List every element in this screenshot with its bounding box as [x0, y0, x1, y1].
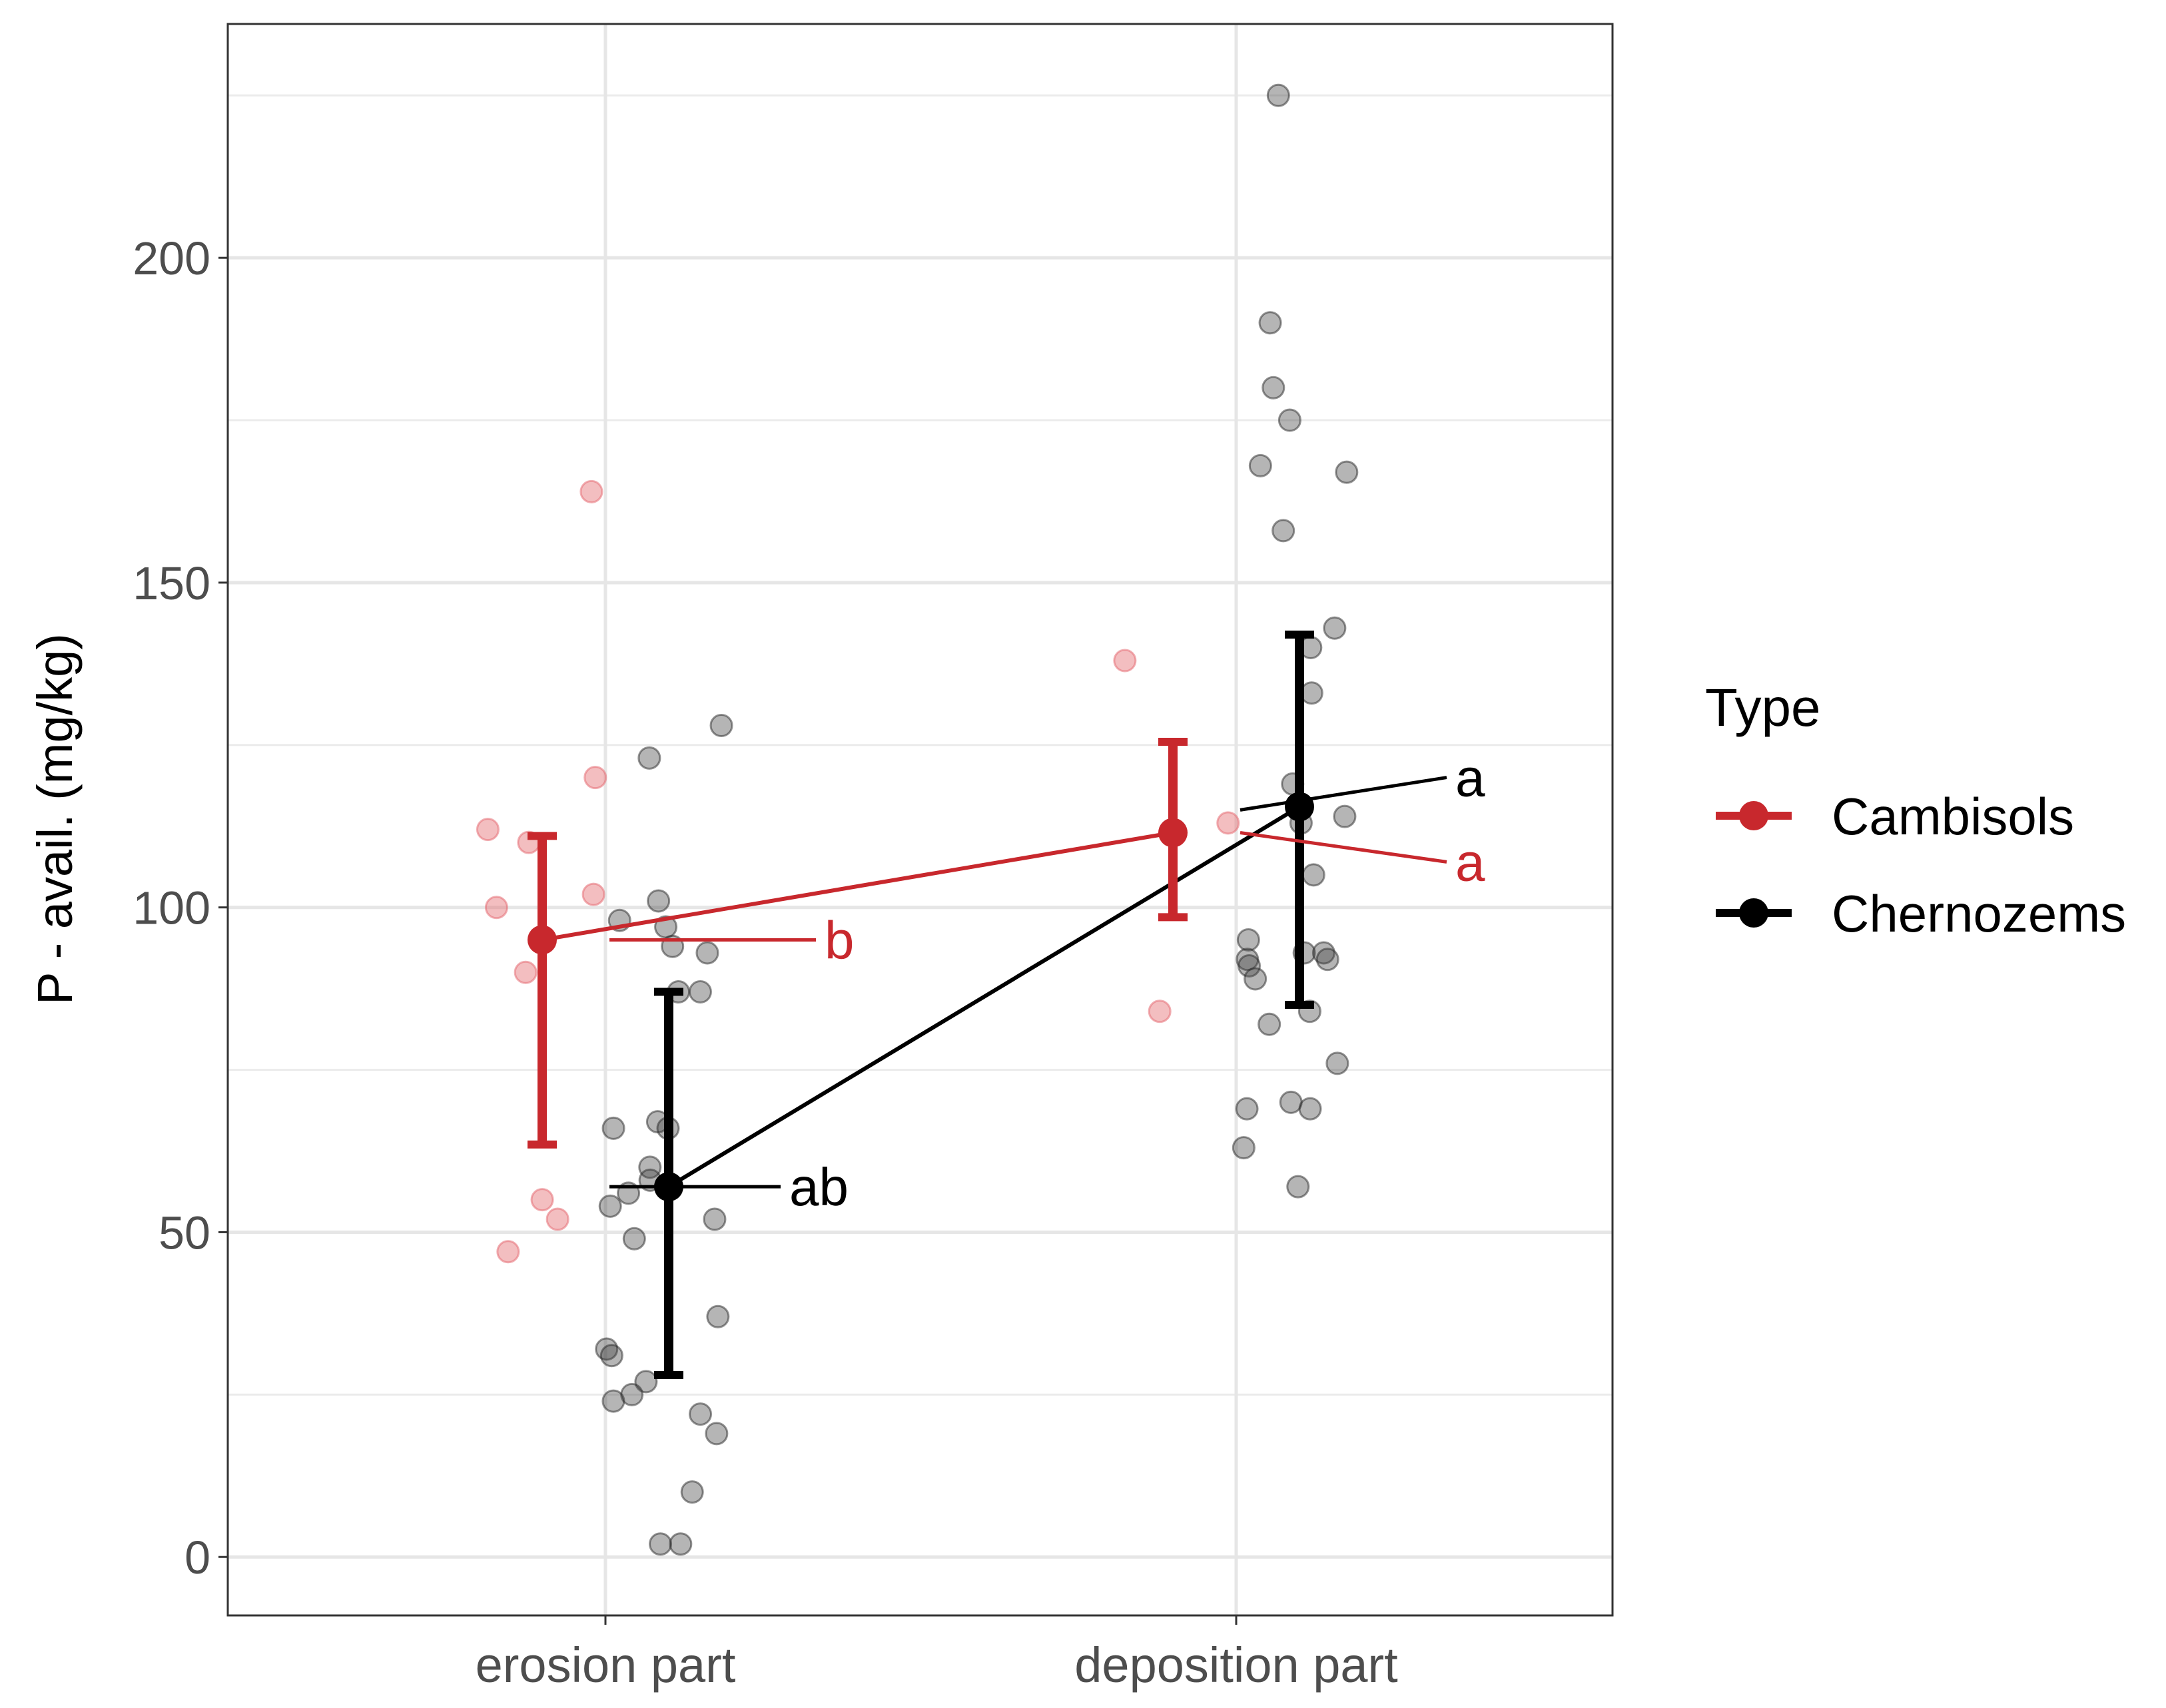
y-tick-label: 50 [159, 1207, 210, 1259]
raw-point [649, 1532, 673, 1556]
raw-point [545, 1207, 569, 1231]
mean-line [667, 804, 1301, 1189]
letter-leader-line [1240, 776, 1447, 812]
raw-point [1286, 1175, 1310, 1199]
mean-lines [542, 804, 1301, 1189]
mean-point [1158, 818, 1188, 848]
raw-point [1148, 999, 1172, 1023]
raw-point [1258, 1012, 1281, 1036]
raw-point [601, 1116, 625, 1140]
plot-border [226, 23, 1614, 1617]
legend-entry-label: Cambisols [1832, 787, 2074, 846]
raw-point [680, 1480, 704, 1504]
raw-point [703, 1207, 727, 1231]
raw-point [688, 980, 712, 1004]
mean-points [528, 792, 1314, 1202]
raw-point [1238, 954, 1262, 978]
significance-letter: a [1455, 748, 1485, 808]
raw-point [695, 941, 719, 965]
y-tick-label: 0 [184, 1532, 210, 1583]
grid [228, 24, 1613, 1615]
y-axis: 0 50 100 150 200 [133, 232, 228, 1583]
raw-point [1271, 519, 1295, 543]
raw-point [1266, 83, 1290, 107]
raw-point [669, 1532, 693, 1556]
raw-point [1244, 967, 1267, 991]
mean-line [542, 830, 1174, 942]
raw-point [705, 1422, 729, 1446]
y-axis-label: P - avail. (mg/kg) [27, 633, 83, 1005]
raw-point [1311, 941, 1335, 965]
x-tick-label: deposition part [1074, 1637, 1398, 1693]
y-tick-label: 200 [133, 232, 210, 284]
raw-point [1232, 1136, 1256, 1160]
raw-point [622, 1227, 646, 1251]
raw-point [583, 766, 607, 790]
raw-point [514, 960, 538, 984]
raw-point [1262, 376, 1285, 400]
mean-point [654, 1172, 683, 1202]
raw-point [601, 1389, 625, 1413]
raw-point [1301, 863, 1325, 887]
y-tick-label: 150 [133, 557, 210, 609]
raw-point [1216, 811, 1240, 835]
raw-point [709, 714, 733, 738]
legend: Type Cambisols Chernozems [1705, 678, 2126, 943]
raw-point [476, 818, 500, 842]
raw-point [637, 746, 661, 770]
x-tick-label: erosion part [476, 1637, 736, 1693]
raw-point [581, 882, 605, 906]
raw-point [1279, 1090, 1303, 1114]
raw-point [1235, 1097, 1259, 1121]
raw-point [579, 479, 603, 503]
significance-letter: b [825, 910, 855, 970]
raw-point [1248, 453, 1272, 477]
raw-point [1236, 928, 1260, 952]
raw-point [1323, 616, 1347, 640]
raw-point [1335, 460, 1359, 484]
raw-point [638, 1155, 662, 1179]
significance-letter: a [1455, 832, 1485, 892]
raw-point [484, 896, 508, 920]
raw-point [689, 1402, 713, 1426]
raw-point [1113, 649, 1137, 673]
mean-point [1285, 792, 1314, 822]
raw-point [1315, 948, 1339, 972]
raw-point [647, 889, 671, 913]
significance-letter: ab [789, 1157, 849, 1217]
raw-point [1299, 681, 1323, 705]
x-axis: erosion part deposition part [476, 1615, 1398, 1693]
y-tick-label: 100 [133, 882, 210, 934]
raw-point [598, 1194, 622, 1218]
letter-lines [609, 776, 1447, 1189]
raw-point [1325, 1051, 1349, 1075]
raw-point [530, 1188, 554, 1212]
raw-point [1258, 311, 1282, 335]
raw-point [1333, 804, 1357, 828]
raw-point [496, 1240, 520, 1264]
raw-point [1277, 408, 1301, 432]
legend-key-point [1739, 801, 1768, 830]
raw-point [706, 1304, 730, 1328]
raw-point [599, 1344, 623, 1368]
legend-entry-label: Chernozems [1832, 884, 2126, 943]
raw-point [1298, 1097, 1322, 1121]
raw-point [634, 1370, 658, 1394]
legend-title: Type [1705, 678, 1820, 737]
letter-leader-line [1240, 831, 1447, 864]
legend-key-point [1739, 898, 1768, 928]
mean-point [528, 925, 557, 955]
letters: b ab aa [789, 748, 1485, 1217]
